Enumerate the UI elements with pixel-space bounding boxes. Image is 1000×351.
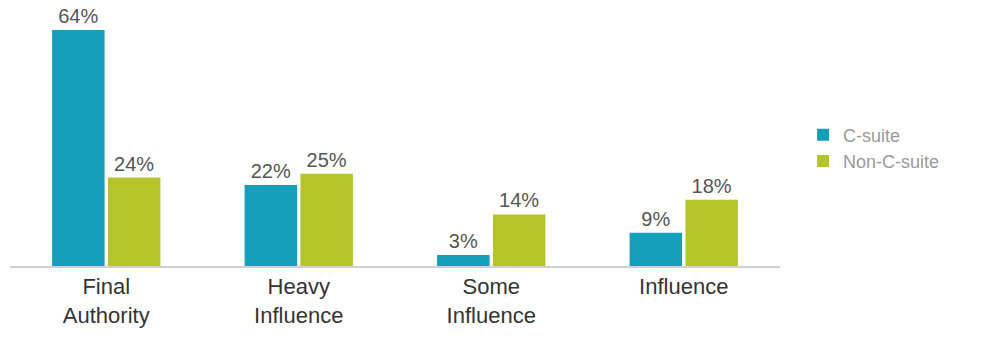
svg-text:18%: 18% xyxy=(692,175,732,197)
svg-text:FinalAuthority: FinalAuthority xyxy=(63,274,150,328)
svg-text:24%: 24% xyxy=(114,153,154,175)
svg-text:C-suite: C-suite xyxy=(843,126,900,146)
svg-text:Influence: Influence xyxy=(639,274,728,299)
svg-text:22%: 22% xyxy=(251,160,291,182)
svg-text:25%: 25% xyxy=(307,149,347,171)
svg-text:3%: 3% xyxy=(449,230,478,252)
svg-text:64%: 64% xyxy=(58,5,98,27)
svg-text:HeavyInfluence: HeavyInfluence xyxy=(254,274,343,328)
svg-text:14%: 14% xyxy=(499,189,539,211)
svg-text:Non-C-suite: Non-C-suite xyxy=(843,152,939,172)
svg-text:SomeInfluence: SomeInfluence xyxy=(447,274,536,328)
svg-text:9%: 9% xyxy=(641,208,670,230)
